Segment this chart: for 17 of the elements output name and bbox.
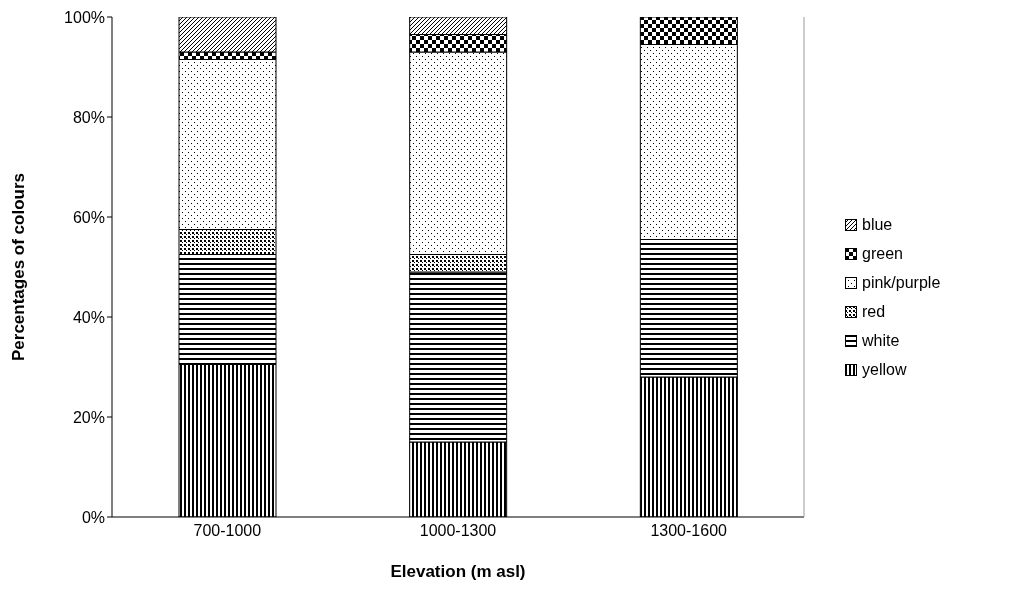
legend-label: pink/purple bbox=[862, 274, 941, 292]
x-tick-label: 700-1000 bbox=[193, 522, 262, 540]
legend-label: red bbox=[862, 303, 886, 321]
x-axis-title: Elevation (m asl) bbox=[390, 562, 526, 581]
y-tick-label: 100% bbox=[64, 8, 105, 26]
y-tick-label: 40% bbox=[72, 308, 105, 326]
y-tick-label: 20% bbox=[72, 408, 105, 426]
y-tick-label: 0% bbox=[81, 508, 105, 526]
y-tick-label: 60% bbox=[72, 208, 105, 226]
legend-label: yellow bbox=[862, 361, 907, 379]
x-tick-label: 1000-1300 bbox=[419, 522, 497, 540]
legend-label: white bbox=[862, 332, 900, 350]
y-axis-title: Percentages of colours bbox=[9, 172, 29, 362]
legend-label: green bbox=[862, 245, 903, 263]
y-tick-label: 80% bbox=[72, 108, 105, 126]
x-tick-label: 1300-1600 bbox=[650, 522, 728, 540]
legend-label: blue bbox=[862, 216, 893, 234]
